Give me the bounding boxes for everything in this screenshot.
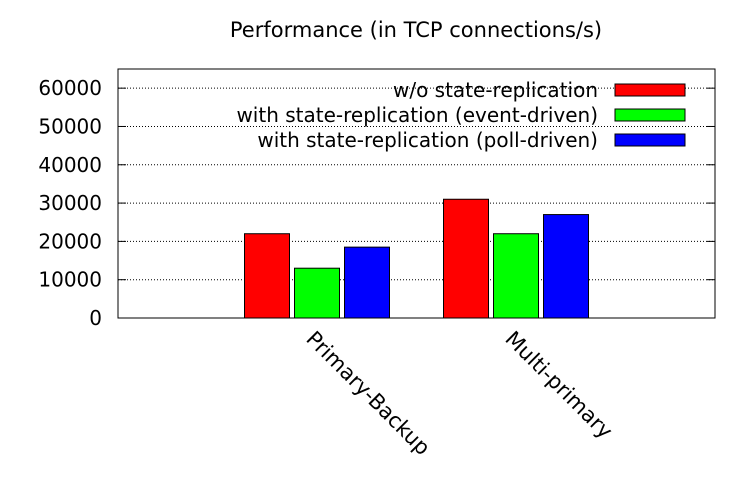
bar [493, 233, 539, 319]
plot-frame [117, 68, 716, 319]
y-tick-label: 40000 [38, 153, 102, 177]
bar [543, 214, 589, 319]
x-category-label: Multi-primary [500, 327, 617, 444]
y-tick-label: 50000 [38, 114, 102, 138]
legend-label: with state-replication (poll-driven) [257, 128, 598, 152]
bar [294, 267, 340, 319]
grid-lines [118, 87, 715, 281]
x-axis-labels: Primary-Backup Multi-primary [301, 327, 617, 460]
legend-swatch [614, 108, 686, 122]
y-tick-label: 30000 [38, 191, 102, 215]
y-tick-label: 20000 [38, 229, 102, 253]
x-category-label: Primary-Backup [301, 327, 434, 460]
y-tick-label: 0 [89, 306, 102, 330]
y-tick-label: 10000 [38, 268, 102, 292]
bar [443, 198, 489, 319]
legend-label: with state-replication (event-driven) [236, 103, 598, 127]
bar [344, 246, 390, 319]
y-tick-label: 60000 [38, 76, 102, 100]
chart-title: Performance (in TCP connections/s) [230, 18, 602, 42]
legend-label: w/o state-replication [393, 78, 598, 102]
legend-swatch [614, 83, 686, 97]
legend-swatch [614, 133, 686, 147]
bars [244, 198, 589, 319]
bar [244, 233, 290, 319]
y-axis-ticks: 0 10000 20000 30000 40000 50000 60000 [38, 76, 715, 330]
